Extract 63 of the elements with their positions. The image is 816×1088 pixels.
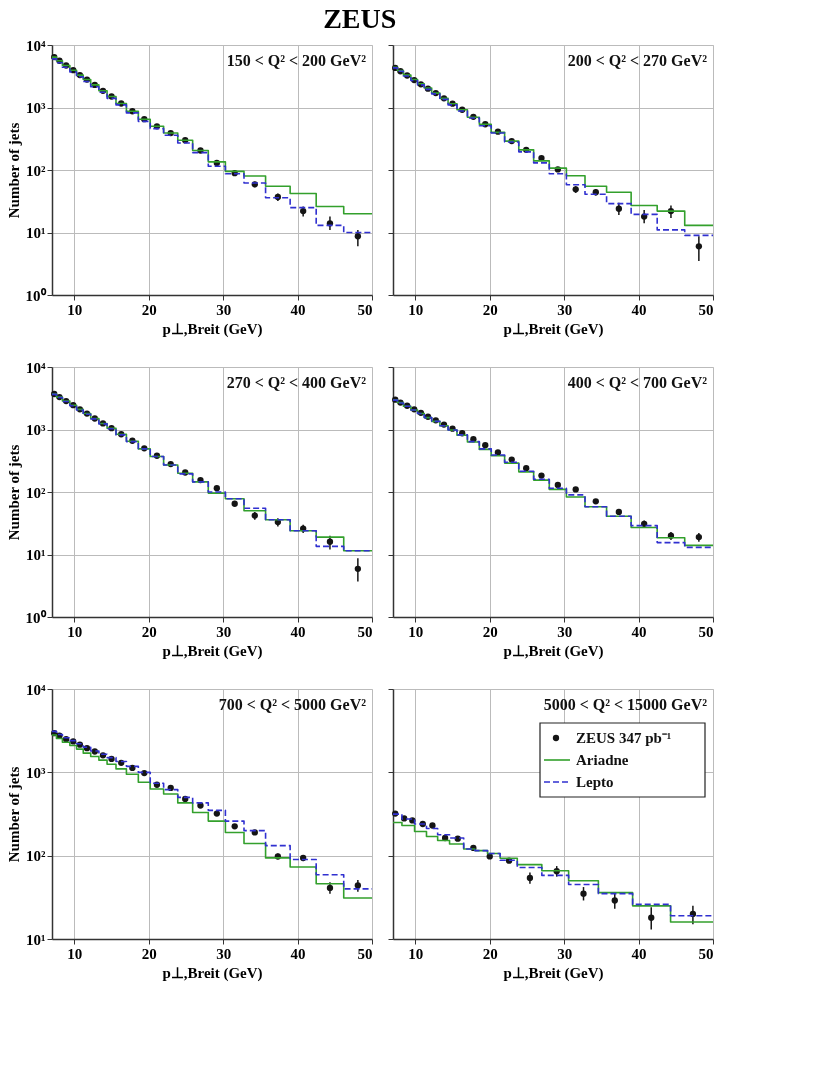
x-tick-label: 30 xyxy=(216,301,232,318)
y-tick-label: 10¹ xyxy=(26,547,46,563)
y-axis-title: Number of jets xyxy=(6,766,22,863)
x-tick-label: 50 xyxy=(698,623,714,640)
x-tick-label: 30 xyxy=(216,945,232,962)
x-tick-label: 40 xyxy=(290,301,306,318)
x-tick-label: 50 xyxy=(357,945,373,962)
x-tick-label: 50 xyxy=(698,945,714,962)
y-axis-title: Number of jets xyxy=(5,122,22,219)
y-tick-label: 10³ xyxy=(26,764,46,781)
x-tick-label: 30 xyxy=(557,623,573,640)
y-tick-label: 10¹ xyxy=(26,931,46,948)
x-axis-title: p⊥,Breit (GeV) xyxy=(162,642,263,660)
x-axis-title: p⊥,Breit (GeV) xyxy=(162,320,263,338)
x-tick-label: 10 xyxy=(408,623,424,640)
x-tick-label: 40 xyxy=(290,945,306,962)
x-tick-label: 30 xyxy=(557,301,573,318)
y-tick-label: 10⁴ xyxy=(26,37,46,54)
x-tick-label: 20 xyxy=(141,301,157,318)
legend-label: Lepto xyxy=(576,774,614,790)
x-tick-label: 50 xyxy=(698,301,714,318)
y-tick-label: 10³ xyxy=(26,100,46,116)
annotation: 200 < Q² < 270 GeV² xyxy=(567,52,708,69)
x-tick-label: 10 xyxy=(67,945,83,962)
annotation: 150 < Q² < 200 GeV² xyxy=(226,52,367,69)
x-axis-title: p⊥,Breit (GeV) xyxy=(503,320,604,338)
y-tick-label: 10³ xyxy=(26,422,46,438)
x-tick-label: 50 xyxy=(357,301,373,318)
x-tick-label: 40 xyxy=(290,623,306,640)
x-tick-label: 10 xyxy=(408,301,424,318)
x-tick-label: 50 xyxy=(357,623,373,640)
legend-label: Ariadne xyxy=(576,752,629,768)
y-axis-title: Number of jets xyxy=(5,444,22,541)
y-tick-label: 10⁴ xyxy=(26,681,46,698)
x-tick-label: 10 xyxy=(67,623,83,640)
x-tick-label: 40 xyxy=(631,623,647,640)
x-axis-title: p⊥,Breit (GeV) xyxy=(162,964,263,982)
x-axis-title: p⊥,Breit (GeV) xyxy=(503,964,604,982)
y-tick-label: 10¹ xyxy=(26,225,46,241)
y-tick-label: 10² xyxy=(26,484,46,501)
legend-label: ZEUS 347 pb⁻¹ xyxy=(576,730,672,746)
x-tick-label: 10 xyxy=(67,301,83,318)
y-tick-label: 10² xyxy=(26,848,46,865)
x-tick-label: 30 xyxy=(216,623,232,640)
annotation: 400 < Q² < 700 GeV² xyxy=(567,374,708,391)
y-tick-label: 10⁰ xyxy=(25,608,47,626)
chart-title: ZEUS xyxy=(323,2,397,34)
x-tick-label: 20 xyxy=(141,623,157,640)
annotation: 700 < Q² < 5000 GeV² xyxy=(218,696,367,713)
x-tick-label: 20 xyxy=(482,945,498,962)
x-tick-label: 40 xyxy=(631,945,647,962)
x-tick-label: 20 xyxy=(482,301,498,318)
x-tick-label: 30 xyxy=(557,945,573,962)
annotation: 270 < Q² < 400 GeV² xyxy=(226,374,367,391)
x-axis-title: p⊥,Breit (GeV) xyxy=(503,642,604,660)
x-tick-label: 40 xyxy=(631,301,647,318)
y-tick-label: 10² xyxy=(26,162,46,179)
y-tick-label: 10⁰ xyxy=(25,286,47,304)
annotation: 5000 < Q² < 15000 GeV² xyxy=(543,696,708,713)
x-tick-label: 20 xyxy=(482,623,498,640)
y-tick-label: 10⁴ xyxy=(26,359,46,376)
x-tick-label: 10 xyxy=(408,945,424,962)
x-tick-label: 20 xyxy=(141,945,157,962)
